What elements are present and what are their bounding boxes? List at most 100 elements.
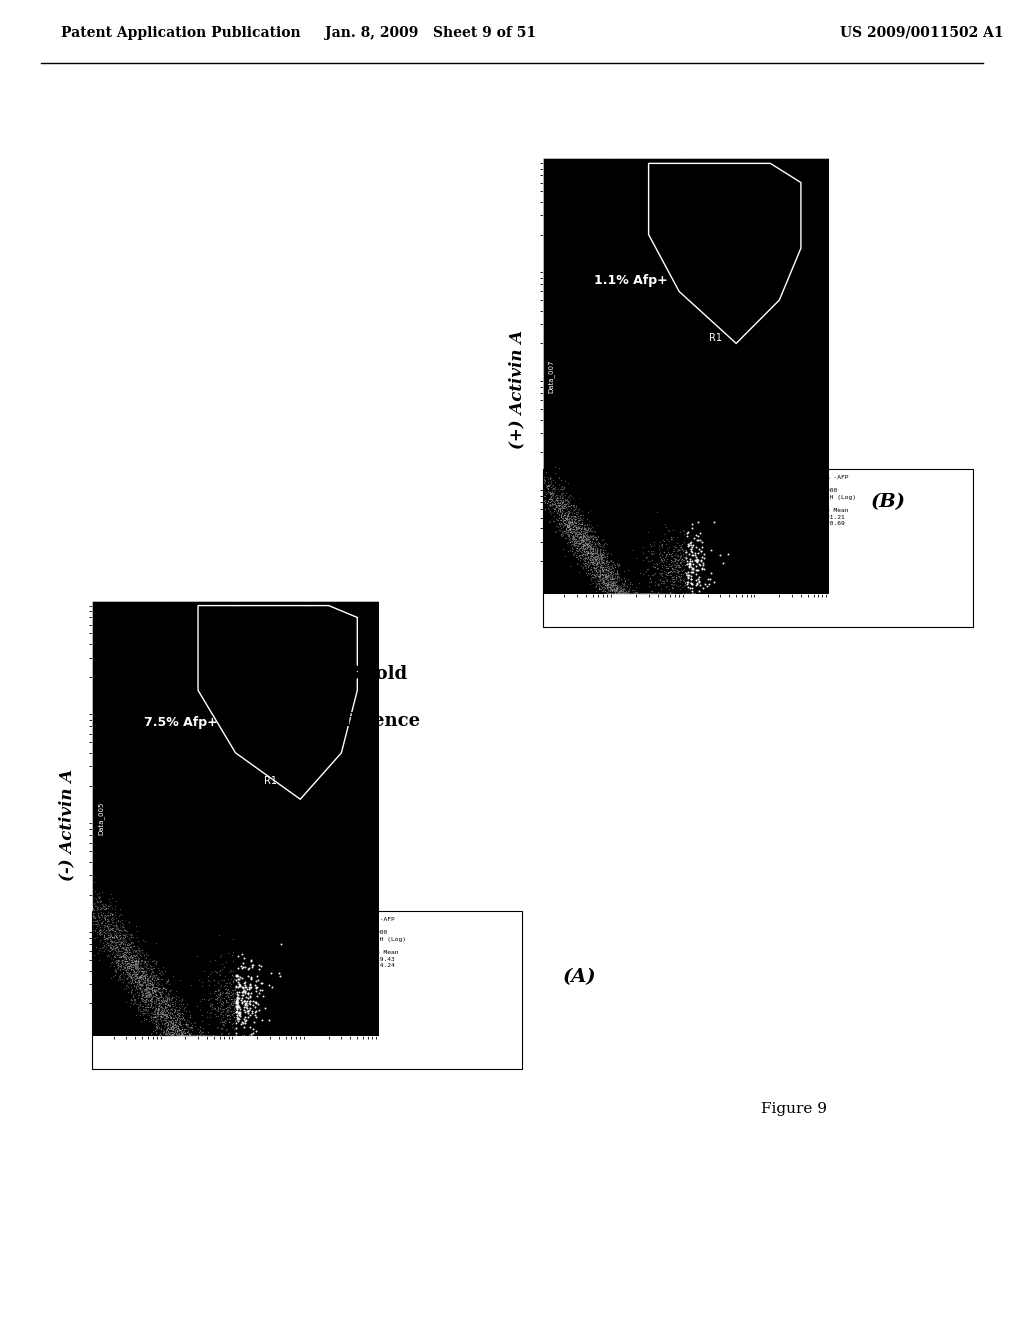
Point: [118, 924, 134, 945]
Point: [173, 1015, 189, 1036]
Point: [131, 961, 147, 982]
Point: [160, 1016, 176, 1038]
Point: [561, 502, 578, 523]
Point: [113, 956, 129, 977]
Point: [556, 504, 572, 525]
Point: [197, 1026, 213, 1047]
Point: [680, 521, 696, 543]
Point: [605, 573, 622, 594]
Point: [604, 583, 621, 605]
Point: [147, 1007, 164, 1028]
Point: [645, 583, 662, 605]
Point: [250, 994, 266, 1015]
Point: [683, 544, 699, 565]
Point: [572, 549, 589, 570]
Point: [231, 974, 248, 995]
Point: [611, 583, 628, 605]
Point: [232, 966, 249, 987]
Point: [573, 533, 590, 554]
Point: [623, 583, 639, 605]
Point: [637, 583, 653, 605]
Point: [544, 490, 560, 511]
Point: [647, 583, 664, 605]
Point: [219, 973, 236, 994]
Point: [122, 936, 138, 957]
Point: [141, 986, 158, 1007]
Point: [550, 495, 566, 516]
Point: [628, 581, 644, 602]
Point: [147, 981, 164, 1002]
Point: [154, 999, 170, 1020]
Point: [618, 583, 635, 605]
Point: [160, 1015, 176, 1036]
Point: [108, 921, 124, 942]
Point: [190, 1026, 207, 1047]
Point: [106, 960, 123, 981]
Point: [152, 982, 168, 1003]
Point: [237, 979, 253, 1001]
Point: [597, 546, 613, 568]
Point: [559, 541, 575, 562]
Point: [146, 1006, 163, 1027]
Point: [122, 964, 138, 985]
Point: [241, 978, 257, 999]
Point: [675, 564, 691, 585]
Point: [204, 1026, 220, 1047]
Point: [158, 970, 174, 991]
Point: [592, 565, 608, 586]
Point: [561, 539, 578, 560]
Point: [545, 491, 561, 512]
Point: [617, 583, 634, 605]
Point: [176, 1026, 193, 1047]
Point: [615, 583, 632, 605]
Point: [641, 583, 657, 605]
Point: [134, 957, 151, 978]
Point: [624, 583, 640, 605]
Point: [599, 565, 615, 586]
Point: [575, 533, 592, 554]
Point: [625, 583, 641, 605]
Point: [127, 990, 143, 1011]
Point: [646, 556, 663, 577]
Point: [90, 920, 106, 941]
Point: [98, 927, 115, 948]
Point: [210, 981, 226, 1002]
Point: [175, 1026, 191, 1047]
Point: [162, 999, 178, 1020]
Point: [196, 989, 212, 1010]
Point: [175, 1026, 191, 1047]
Point: [132, 968, 148, 989]
Point: [588, 535, 604, 556]
Point: [148, 977, 165, 998]
Point: [572, 532, 589, 553]
Point: [106, 913, 123, 935]
Point: [106, 961, 123, 982]
Point: [668, 544, 684, 565]
Point: [247, 991, 263, 1012]
Point: [163, 1026, 179, 1047]
Point: [612, 583, 629, 605]
Point: [194, 975, 210, 997]
Point: [174, 1026, 190, 1047]
Point: [85, 906, 101, 927]
Point: [208, 1026, 224, 1047]
Point: [124, 954, 140, 975]
Point: [667, 554, 683, 576]
Point: [569, 506, 586, 527]
Point: [633, 583, 649, 605]
Point: [238, 994, 254, 1015]
Point: [182, 1026, 199, 1047]
Point: [561, 484, 578, 506]
Point: [127, 946, 143, 968]
Point: [622, 583, 638, 605]
Point: [575, 523, 592, 544]
Point: [171, 1026, 187, 1047]
Point: [180, 1010, 197, 1031]
Point: [134, 966, 151, 987]
Point: [635, 564, 651, 585]
Point: [128, 952, 144, 973]
Point: [622, 583, 638, 605]
Point: [683, 569, 699, 590]
Point: [636, 583, 652, 605]
Point: [238, 1011, 254, 1032]
